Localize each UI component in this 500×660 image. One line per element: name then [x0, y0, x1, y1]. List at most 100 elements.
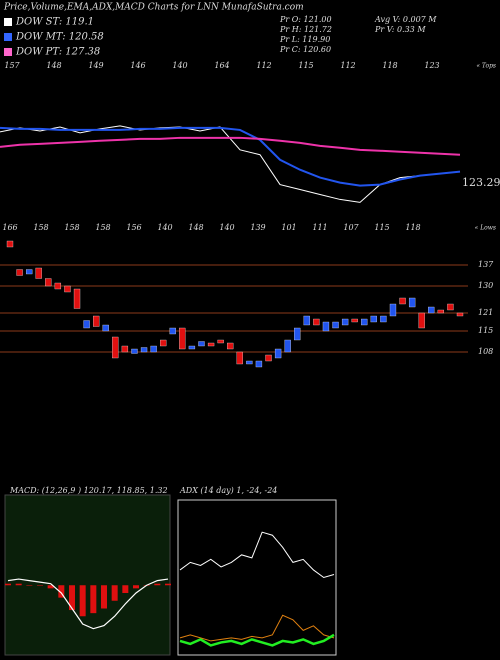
y-tick-label: 121 — [478, 308, 493, 317]
adx-panel — [177, 499, 337, 656]
candle-body — [179, 327, 186, 350]
top-label: 118 — [382, 61, 397, 70]
candle-body — [169, 327, 176, 335]
candle-body — [121, 345, 129, 353]
candle-body — [265, 354, 272, 362]
bottom-label: 140 — [157, 223, 172, 232]
macd-histogram — [122, 585, 129, 593]
top-label: 112 — [340, 61, 355, 70]
top-note: « Tops — [476, 63, 496, 70]
bottom-label: 140 — [219, 223, 234, 232]
candle-body — [64, 285, 71, 293]
top-label: 112 — [256, 61, 271, 70]
macd-title: MACD: (12,26,9 ) 120.17, 118.85, 1.32 — [9, 486, 168, 495]
macd-histogram — [133, 585, 139, 589]
bottom-label: 166 — [2, 223, 17, 232]
candle-body — [303, 315, 310, 326]
bottom-label: 115 — [374, 223, 389, 232]
bottom-label: 107 — [343, 223, 359, 232]
last-price-label: 123.29 — [462, 176, 500, 189]
candle-body — [322, 321, 330, 332]
legend-label: DOW PT: 127.38 — [15, 47, 100, 58]
legend-swatch — [4, 33, 12, 41]
candle-body — [25, 269, 33, 275]
bottom-label: 158 — [64, 223, 79, 232]
candle-body — [456, 312, 464, 317]
candle-body — [294, 327, 301, 341]
adx-line — [179, 633, 335, 647]
adx-line — [179, 614, 335, 642]
candle-body — [227, 342, 234, 350]
bottom-label: 156 — [126, 223, 141, 232]
macd-histogram — [165, 583, 171, 586]
macd-histogram — [5, 583, 11, 586]
candle-body — [83, 320, 90, 329]
quote: Avg V: 0.007 M — [374, 15, 437, 24]
candle-body — [45, 278, 52, 287]
macd-panel — [4, 494, 171, 656]
candle-body — [140, 347, 148, 353]
candle-body — [428, 306, 435, 314]
candle-body — [16, 269, 23, 276]
candle-body — [150, 345, 157, 353]
candle-body — [284, 339, 291, 353]
macd-histogram — [69, 585, 75, 611]
top-label: 149 — [88, 61, 103, 70]
candle-body — [447, 303, 454, 311]
candle-body — [6, 240, 14, 248]
bottom-label: 111 — [312, 223, 327, 232]
top-label: 140 — [172, 61, 187, 70]
y-tick-label: 130 — [478, 281, 493, 290]
candle-body — [207, 342, 215, 347]
price-line — [0, 126, 461, 187]
macd-histogram — [37, 585, 43, 586]
candle-body — [380, 315, 387, 323]
candle-body — [73, 288, 81, 309]
candle-body — [274, 348, 282, 359]
candle-body — [188, 345, 196, 350]
candle-body — [399, 297, 406, 305]
candle-body — [131, 348, 138, 354]
candle-body — [351, 318, 358, 323]
candle-body — [313, 318, 320, 326]
candle-body — [332, 321, 339, 329]
quote: Pr C: 120.60 — [279, 45, 331, 54]
quote: Pr H: 121.72 — [279, 25, 332, 34]
quote: Pr V: 0.33 M — [374, 25, 426, 34]
quote: Pr L: 119.90 — [279, 35, 330, 44]
macd-histogram — [79, 585, 86, 617]
candle-body — [198, 341, 205, 347]
y-tick-label: 115 — [478, 326, 493, 335]
y-tick-label: 137 — [478, 260, 494, 269]
candle-body — [217, 339, 224, 344]
top-label: 148 — [46, 61, 61, 70]
candle-body — [102, 324, 109, 332]
bottom-label: 118 — [405, 223, 420, 232]
macd-histogram — [101, 585, 107, 609]
macd-line — [7, 578, 169, 630]
top-label: 157 — [4, 61, 20, 70]
price-line — [0, 136, 461, 156]
candle-body — [246, 360, 253, 365]
page-title: Price,Volume,EMA,ADX,MACD Charts for LNN… — [3, 3, 304, 13]
candle-body — [418, 312, 425, 329]
macd-histogram — [47, 585, 54, 589]
macd-histogram — [111, 585, 118, 601]
bottom-label: 139 — [250, 223, 265, 232]
legend-label: DOW ST: 119.1 — [15, 17, 94, 28]
macd-histogram — [154, 583, 161, 586]
bottom-label: 158 — [33, 223, 48, 232]
candle-body — [255, 360, 263, 368]
legend-swatch — [4, 48, 12, 56]
bottom-label: 158 — [95, 223, 110, 232]
candle-body — [389, 303, 397, 317]
candle-body — [160, 339, 167, 347]
candle-body — [361, 318, 368, 326]
candle-body — [112, 336, 119, 359]
macd-histogram — [26, 585, 33, 586]
candle-body — [54, 282, 62, 290]
top-label: 115 — [298, 61, 313, 70]
candle-body — [437, 309, 445, 314]
adx-line — [179, 531, 335, 579]
adx-title: ADX (14 day) 1, -24, -24 — [179, 486, 277, 495]
